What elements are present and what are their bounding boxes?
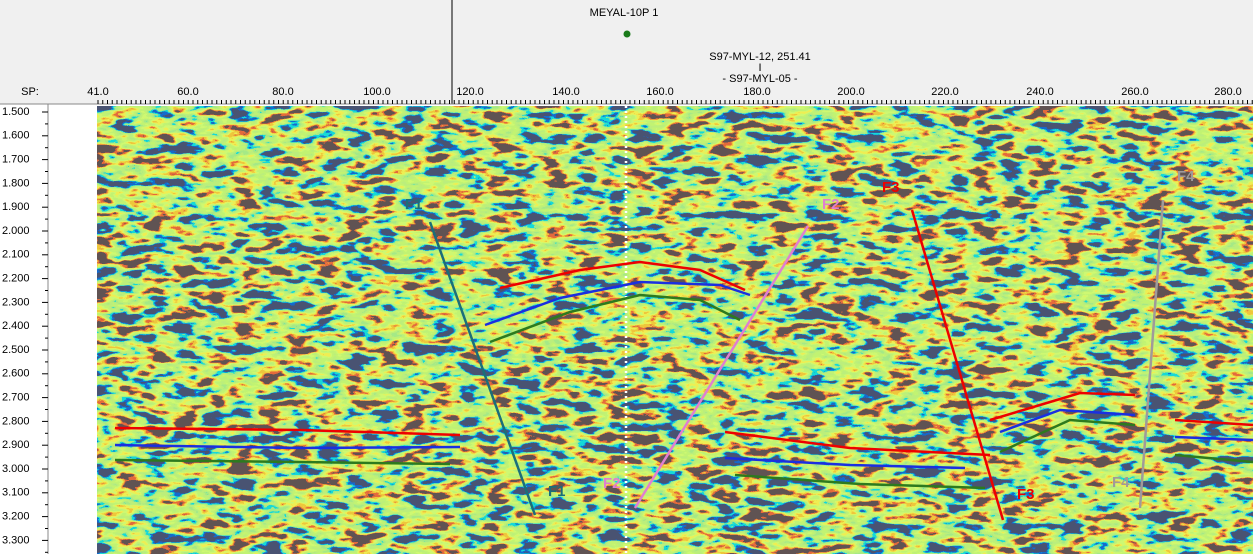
time-tick-label: 2.800 [2,415,30,427]
time-tick-label: 2.500 [2,344,30,356]
time-tick-label: 2.100 [2,249,30,261]
seismic-section [97,106,1253,554]
time-tick-label: 1.600 [2,130,30,142]
fault-label: F3 [1017,486,1035,503]
fault-label: F3 [882,179,900,196]
well-label: MEYAL-10P 1 [590,7,659,19]
sp-tick-label: 180.0 [743,86,771,98]
fault-label: F4 [1177,168,1195,185]
fault-label: F1 [405,196,423,213]
time-tick-label: 3.100 [2,487,30,499]
time-tick-label: 2.000 [2,225,30,237]
sp-tick-label: 220.0 [931,86,959,98]
sp-tick-label: 80.0 [272,86,293,98]
time-tick-label: 2.700 [2,392,30,404]
time-tick-label: 3.300 [2,534,30,546]
sp-tick-label: 41.0 [87,86,108,98]
sp-tick-label: 100.0 [363,86,391,98]
fault-label: F2 [603,475,621,492]
time-tick-label: 2.900 [2,439,30,451]
time-tick-label: 2.300 [2,296,30,308]
sp-tick-label: 200.0 [837,86,865,98]
time-tick-label: 3.200 [2,511,30,523]
time-tick-label: 1.500 [2,106,30,118]
line-label: - S97-MYL-05 - [722,73,798,85]
fault-label: F2 [822,196,840,213]
fault-label: F1 [548,483,566,500]
sp-label: SP: [21,86,39,98]
time-tick-label: 1.800 [2,177,30,189]
time-tick-label: 2.600 [2,368,30,380]
seismic-viewer: MEYAL-10P 1 S97-MYL-12, 251.41 I - S97-M… [0,0,1253,554]
sp-tick-label: 140.0 [552,86,580,98]
time-tick-label: 3.000 [2,463,30,475]
sp-tick-label: 280.0 [1214,86,1242,98]
well-marker [624,31,631,38]
time-tick-label: 2.200 [2,273,30,285]
sp-tick-label: 260.0 [1121,86,1149,98]
sp-tick-label: 60.0 [177,86,198,98]
time-tick-label: 1.900 [2,201,30,213]
sp-tick-label: 120.0 [456,86,484,98]
time-tick-label: 2.400 [2,320,30,332]
sp-tick-label: 240.0 [1026,86,1054,98]
sp-tick-label: 160.0 [646,86,674,98]
left-blank [50,106,97,554]
time-tick-label: 1.700 [2,154,30,166]
fault-label: F4 [1112,474,1130,491]
